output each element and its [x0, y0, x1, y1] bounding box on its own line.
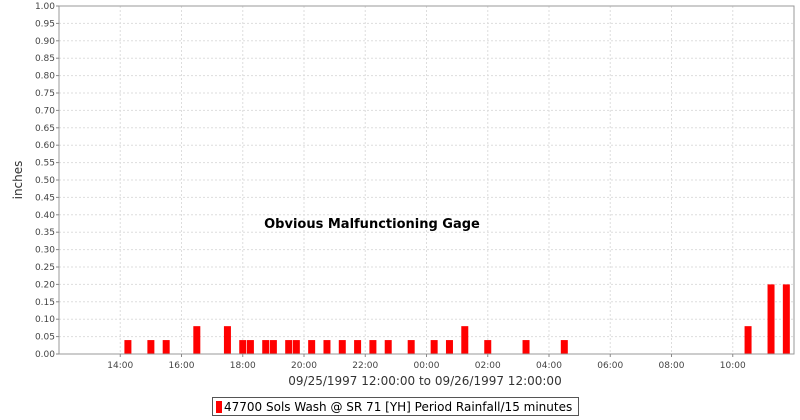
bar [430, 340, 438, 354]
bar [323, 340, 331, 354]
x-tick-label: 02:00 [475, 361, 501, 371]
bar [384, 340, 392, 354]
bar [484, 340, 492, 354]
y-tick-label: 0.80 [35, 72, 55, 82]
bar [560, 340, 568, 354]
y-tick-label: 0.20 [35, 280, 55, 290]
y-tick-label: 0.40 [35, 211, 55, 221]
grid [59, 5, 794, 355]
bar [246, 340, 254, 354]
y-tick-label: 1.00 [35, 2, 55, 12]
bar [338, 340, 346, 354]
x-tick-label: 16:00 [169, 361, 195, 371]
y-tick-label: 0.90 [35, 37, 55, 47]
x-tick-label: 04:00 [536, 361, 562, 371]
bar [269, 340, 277, 354]
y-tick-label: 0.65 [35, 124, 55, 134]
y-tick-label: 0.45 [35, 193, 55, 203]
x-tick-label: 20:00 [291, 361, 317, 371]
legend-swatch [216, 400, 222, 413]
bar [407, 340, 415, 354]
x-tick-label: 00:00 [414, 361, 440, 371]
bar [522, 340, 530, 354]
y-tick-label: 0.85 [35, 54, 55, 64]
bar [782, 284, 790, 354]
y-tick-label: 0.30 [35, 246, 55, 256]
y-axis-label: inches [11, 161, 25, 200]
bar [162, 340, 170, 354]
y-tick-label: 0.00 [35, 350, 55, 360]
y-tick-label: 0.10 [35, 315, 55, 325]
bar [223, 326, 231, 354]
x-tick-label: 14:00 [107, 361, 133, 371]
bar [124, 340, 132, 354]
x-axis-label: 09/25/1997 12:00:00 to 09/26/1997 12:00:… [288, 374, 561, 388]
y-tick-label: 0.35 [35, 228, 55, 238]
y-tick-label: 0.75 [35, 89, 55, 99]
bars [124, 284, 790, 354]
x-tick-label: 08:00 [659, 361, 685, 371]
bar [239, 340, 247, 354]
y-tick-label: 0.50 [35, 176, 55, 186]
bar [461, 326, 469, 354]
y-tick-label: 0.60 [35, 141, 55, 151]
y-tick-label: 0.55 [35, 159, 55, 169]
bar [292, 340, 300, 354]
chart-annotation: Obvious Malfunctioning Gage [264, 217, 480, 232]
legend: 47700 Sols Wash @ SR 71 [YH] Period Rain… [212, 397, 580, 416]
y-tick-label: 0.95 [35, 19, 55, 29]
bar [262, 340, 270, 354]
y-tick-label: 0.25 [35, 263, 55, 273]
bar [354, 340, 362, 354]
x-tick-label: 06:00 [597, 361, 623, 371]
x-tick-label: 18:00 [230, 361, 256, 371]
bar [285, 340, 293, 354]
x-tick-label: 22:00 [352, 361, 378, 371]
y-ticks: 0.00 0.05 0.10 0.15 0.20 0.25 0.30 0.35 0.40 0.45… [35, 2, 59, 360]
bar [308, 340, 316, 354]
bar [147, 340, 155, 354]
y-tick-label: 0.05 [35, 333, 55, 343]
y-tick-label: 0.70 [35, 106, 55, 116]
y-tick-label: 0.15 [35, 298, 55, 308]
bar [767, 284, 775, 354]
bar [369, 340, 377, 354]
bar [193, 326, 201, 354]
x-ticks: 14:00 16:00 18:00 20:00 22:00 00:00 02:00 04:00… [107, 354, 746, 371]
x-tick-label: 10:00 [720, 361, 746, 371]
legend-label: 47700 Sols Wash @ SR 71 [YH] Period Rain… [224, 399, 573, 414]
bar [744, 326, 752, 354]
bar [445, 340, 453, 354]
